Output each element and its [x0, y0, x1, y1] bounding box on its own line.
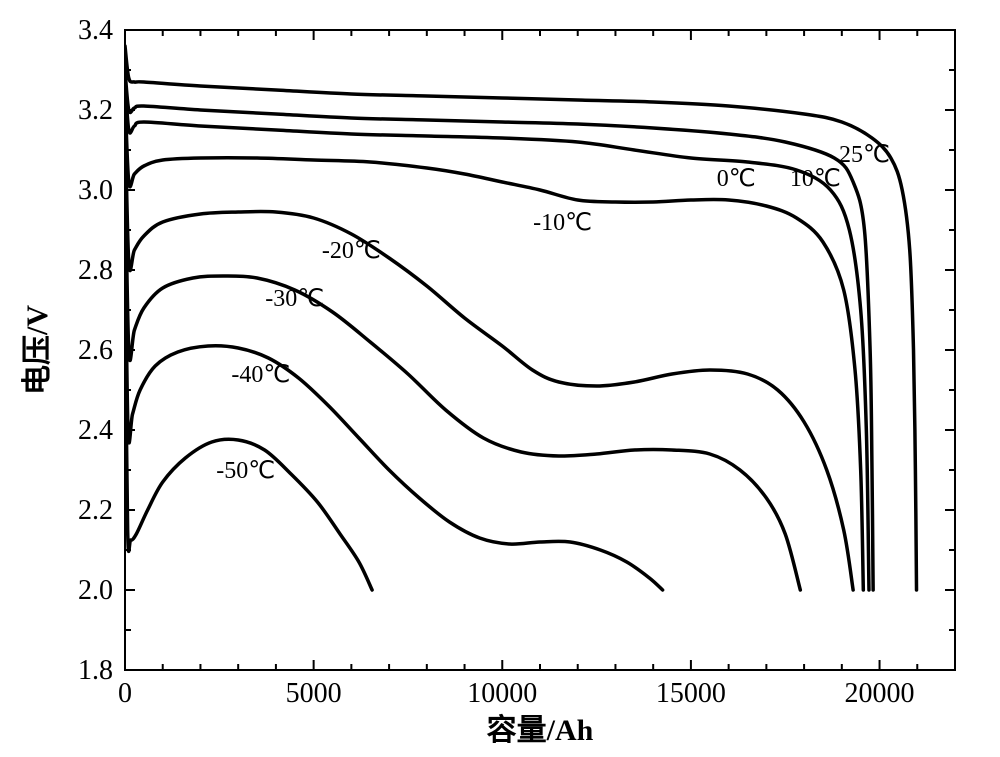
- series-curve: [125, 290, 372, 590]
- voltage-capacity-chart: 0 5000 10000 15000 20000 1.8 2.0 2.2 2.4 2.6 2.8 3.…: [0, 0, 1000, 757]
- y-tick-label: 3.2: [78, 95, 113, 126]
- y-tick-label: 3.4: [78, 15, 113, 46]
- series-label: 10℃: [790, 166, 841, 192]
- y-tick-label: 3.0: [78, 175, 113, 206]
- series-label: 25℃: [839, 142, 890, 168]
- y-tick-label: 2.8: [78, 255, 113, 286]
- y-tick-label: 2.0: [78, 575, 113, 606]
- series-label: -30℃: [265, 286, 324, 312]
- y-tick-label: 2.2: [78, 495, 113, 526]
- x-tick-label: 15000: [656, 678, 726, 709]
- x-axis-label: 容量/Ah: [487, 714, 594, 747]
- series-curve: [125, 210, 663, 590]
- series-curve: [125, 70, 873, 590]
- y-tick-label: 1.8: [78, 655, 113, 686]
- x-tick-label: 5000: [286, 678, 342, 709]
- y-tick-label: 2.6: [78, 335, 113, 366]
- y-axis-label: 电压/V: [21, 305, 54, 395]
- series-label: -50℃: [216, 458, 275, 484]
- series-label: -10℃: [533, 210, 592, 236]
- series-label: 0℃: [717, 166, 756, 192]
- x-tick-label: 20000: [845, 678, 915, 709]
- chart-svg: 0 5000 10000 15000 20000 1.8 2.0 2.2 2.4 2.6 2.8 3.…: [0, 0, 1000, 757]
- y-tick-label: 2.4: [78, 415, 113, 446]
- x-tick-label: 10000: [467, 678, 537, 709]
- series-curve: [125, 78, 869, 590]
- series-label: -20℃: [322, 238, 381, 264]
- series-label: -40℃: [231, 362, 290, 388]
- x-tick-label: 0: [118, 678, 132, 709]
